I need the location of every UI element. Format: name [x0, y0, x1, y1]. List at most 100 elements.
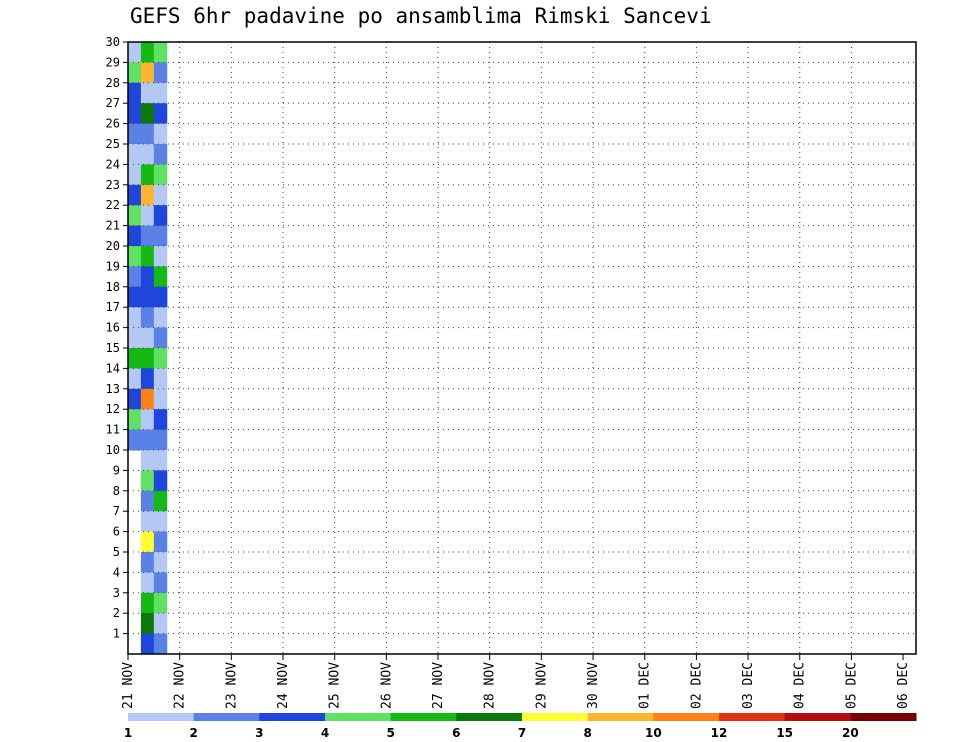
y-tick-label: 6	[113, 525, 120, 539]
x-tick-label: 03 DEC	[741, 662, 756, 709]
heatmap-cell	[140, 266, 155, 288]
heatmap-cell	[153, 123, 168, 145]
colorbar-label: 4	[321, 726, 329, 740]
heatmap-cell	[140, 429, 155, 451]
heatmap-cell	[140, 511, 155, 533]
heatmap-cell	[140, 246, 155, 267]
heatmap-cell	[140, 225, 155, 247]
y-tick-label: 18	[106, 280, 120, 294]
colorbar-label: 7	[518, 726, 526, 740]
colorbar-segment	[456, 713, 523, 721]
y-tick-label: 24	[106, 157, 120, 171]
y-tick-label: 13	[106, 382, 120, 396]
heatmap-cell	[140, 633, 155, 655]
heatmap-cell	[153, 511, 168, 533]
colorbar-segment	[850, 713, 917, 721]
heatmap-cell	[140, 409, 155, 431]
x-tick-label: 25 NOV	[328, 662, 343, 709]
heatmap-cell	[140, 164, 155, 186]
heatmap-cell	[140, 205, 155, 227]
y-tick-label: 10	[106, 443, 120, 457]
x-tick-label: 02 DEC	[689, 662, 704, 709]
heatmap-cell	[153, 327, 168, 349]
heatmap-cell	[140, 123, 155, 145]
heatmap-cell	[153, 531, 168, 553]
heatmap-cell	[153, 348, 168, 369]
colorbar-label: 2	[189, 726, 197, 740]
heatmap-cell	[140, 82, 155, 104]
y-tick-label: 23	[106, 178, 120, 192]
y-tick-label: 4	[113, 565, 120, 579]
heatmap-cell	[128, 103, 142, 125]
y-tick-label: 25	[106, 137, 120, 151]
y-tick-label: 14	[106, 361, 120, 375]
x-axis-ticks: 21 NOV 22 NOV 23 NOV 24 NOV 25 NOV 26 NOV 27 N…	[121, 654, 911, 709]
x-tick-label: 21 NOV	[121, 662, 136, 709]
heatmap-cell	[140, 470, 155, 492]
heatmap-cell	[153, 368, 168, 390]
heatmap-cell	[140, 42, 155, 63]
colorbar-label: 1	[124, 726, 132, 740]
y-tick-label: 15	[106, 341, 120, 355]
colorbar-segment	[522, 713, 589, 721]
heatmap-cell	[153, 42, 168, 63]
heatmap-cell	[128, 62, 142, 84]
heatmap-cell	[128, 246, 142, 267]
heatmap-cell	[140, 103, 155, 125]
heatmap-cell	[153, 490, 168, 512]
heatmap-cell	[128, 368, 142, 390]
x-tick-label: 04 DEC	[793, 662, 808, 709]
colorbar: 1 2 3 4 5 6 7 8 10 12 15 20	[124, 713, 917, 740]
heatmap-cell	[140, 307, 155, 329]
heatmap-cell	[153, 409, 168, 431]
heatmap-cell	[140, 552, 155, 573]
chart-title: GEFS 6hr padavine po ansamblima Rimski S…	[130, 4, 712, 28]
y-tick-label: 11	[106, 423, 120, 437]
heatmap-cell	[153, 572, 168, 594]
heatmap-cell	[153, 164, 168, 186]
x-tick-label: 05 DEC	[844, 662, 859, 709]
y-tick-label: 5	[113, 545, 120, 559]
heatmap-cell	[153, 592, 168, 614]
heatmap-cell	[140, 490, 155, 512]
plot-frame	[127, 41, 917, 655]
y-tick-label: 9	[113, 463, 120, 477]
colorbar-label: 20	[842, 726, 859, 740]
y-tick-label: 28	[106, 76, 120, 90]
colorbar-segment	[587, 713, 654, 721]
heatmap-cell	[128, 266, 142, 288]
y-tick-label: 8	[113, 484, 120, 498]
heatmap-cell	[153, 225, 168, 247]
heatmap-cell	[128, 388, 142, 410]
heatmap-cell	[140, 531, 155, 553]
x-tick-label: 01 DEC	[638, 662, 653, 709]
heatmap-cell	[153, 429, 168, 451]
colorbar-segment	[719, 713, 786, 721]
colorbar-label: 8	[583, 726, 591, 740]
colorbar-label: 10	[645, 726, 662, 740]
heatmap-cell	[140, 348, 155, 369]
heatmap-cell	[128, 429, 142, 451]
heatmap-cell	[153, 144, 168, 165]
heatmap-cell	[153, 62, 168, 84]
y-tick-label: 29	[106, 55, 120, 69]
x-tick-label: 22 NOV	[173, 662, 188, 709]
x-tick-label: 27 NOV	[431, 662, 446, 709]
heatmap-cell	[128, 307, 142, 329]
x-tick-label: 24 NOV	[276, 662, 291, 709]
y-tick-label: 17	[106, 300, 120, 314]
heatmap-cell	[153, 246, 168, 267]
heatmap-cell	[140, 572, 155, 594]
colorbar-segment	[390, 713, 457, 721]
y-tick-label: 16	[106, 321, 120, 335]
heatmap-cell	[128, 348, 142, 369]
colorbar-label: 15	[776, 726, 793, 740]
x-tick-label: 23 NOV	[224, 662, 239, 709]
heatmap-cell	[140, 327, 155, 349]
heatmap-cell	[140, 62, 155, 84]
x-tick-label: 06 DEC	[896, 662, 911, 709]
y-tick-label: 12	[106, 402, 120, 416]
y-tick-label: 26	[106, 117, 120, 131]
colorbar-segment	[128, 713, 195, 721]
heatmap-cell	[140, 184, 155, 206]
